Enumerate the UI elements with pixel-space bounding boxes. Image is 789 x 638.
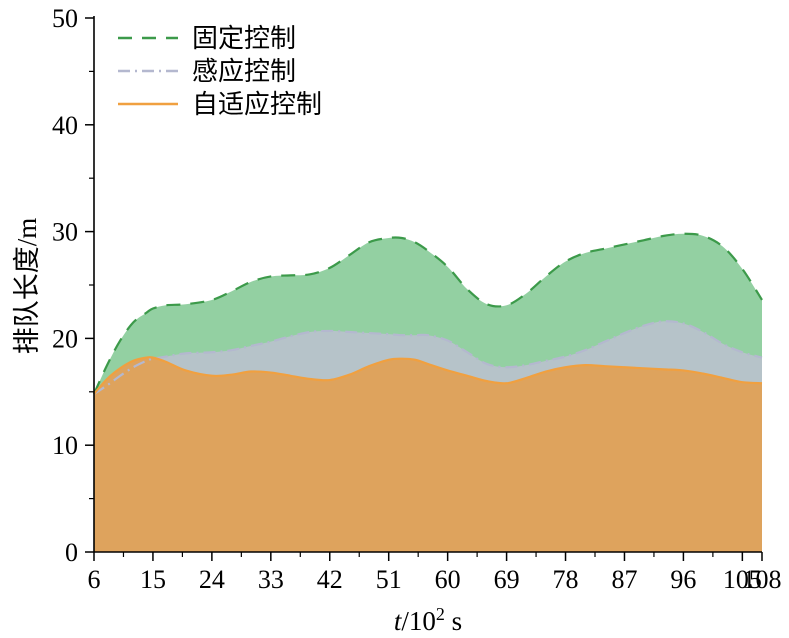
legend-label-actuated: 感应控制 xyxy=(192,57,296,87)
x-tick-label: 87 xyxy=(611,565,637,594)
x-tick-label: 33 xyxy=(258,565,284,594)
x-axis-title: t/102 s xyxy=(394,604,462,636)
x-tick-label: 108 xyxy=(743,565,782,594)
y-tick-label: 20 xyxy=(52,324,78,353)
series-line-actuated xyxy=(93,320,763,395)
x-tick-label: 96 xyxy=(670,565,696,594)
legend: 固定控制 感应控制 自适应控制 xyxy=(118,24,322,120)
legend-item-actuated: 感应控制 xyxy=(118,57,296,87)
x-tick-label: 78 xyxy=(553,565,579,594)
y-tick-label: 0 xyxy=(65,538,78,567)
y-tick-label: 40 xyxy=(52,111,78,140)
legend-item-adaptive: 自适应控制 xyxy=(118,90,322,120)
area-fill-adaptive xyxy=(94,357,762,552)
legend-item-fixed: 固定控制 xyxy=(118,24,296,54)
x-tick-label: 42 xyxy=(317,565,343,594)
axes xyxy=(93,16,762,553)
series-lines xyxy=(92,232,763,395)
legend-label-fixed: 固定控制 xyxy=(192,24,296,54)
y-ticks: 0 10 20 30 40 50 xyxy=(52,4,94,567)
series-fills xyxy=(94,233,762,553)
series-line-fixed xyxy=(92,232,763,395)
x-tick-label: 105 xyxy=(723,565,762,594)
x-tick-label: 60 xyxy=(435,565,461,594)
y-tick-label: 50 xyxy=(52,4,78,33)
legend-label-adaptive: 自适应控制 xyxy=(192,90,322,120)
series-line-adaptive xyxy=(93,356,763,395)
x-tick-label: 15 xyxy=(140,565,166,594)
x-tick-label: 51 xyxy=(376,565,402,594)
x-tick-label: 69 xyxy=(494,565,520,594)
x-tick-label: 6 xyxy=(88,565,101,594)
y-tick-label: 10 xyxy=(52,431,78,460)
y-axis-title: 排队长度/m xyxy=(12,218,42,355)
y-tick-label: 30 xyxy=(52,218,78,247)
x-tick-label: 24 xyxy=(199,565,225,594)
